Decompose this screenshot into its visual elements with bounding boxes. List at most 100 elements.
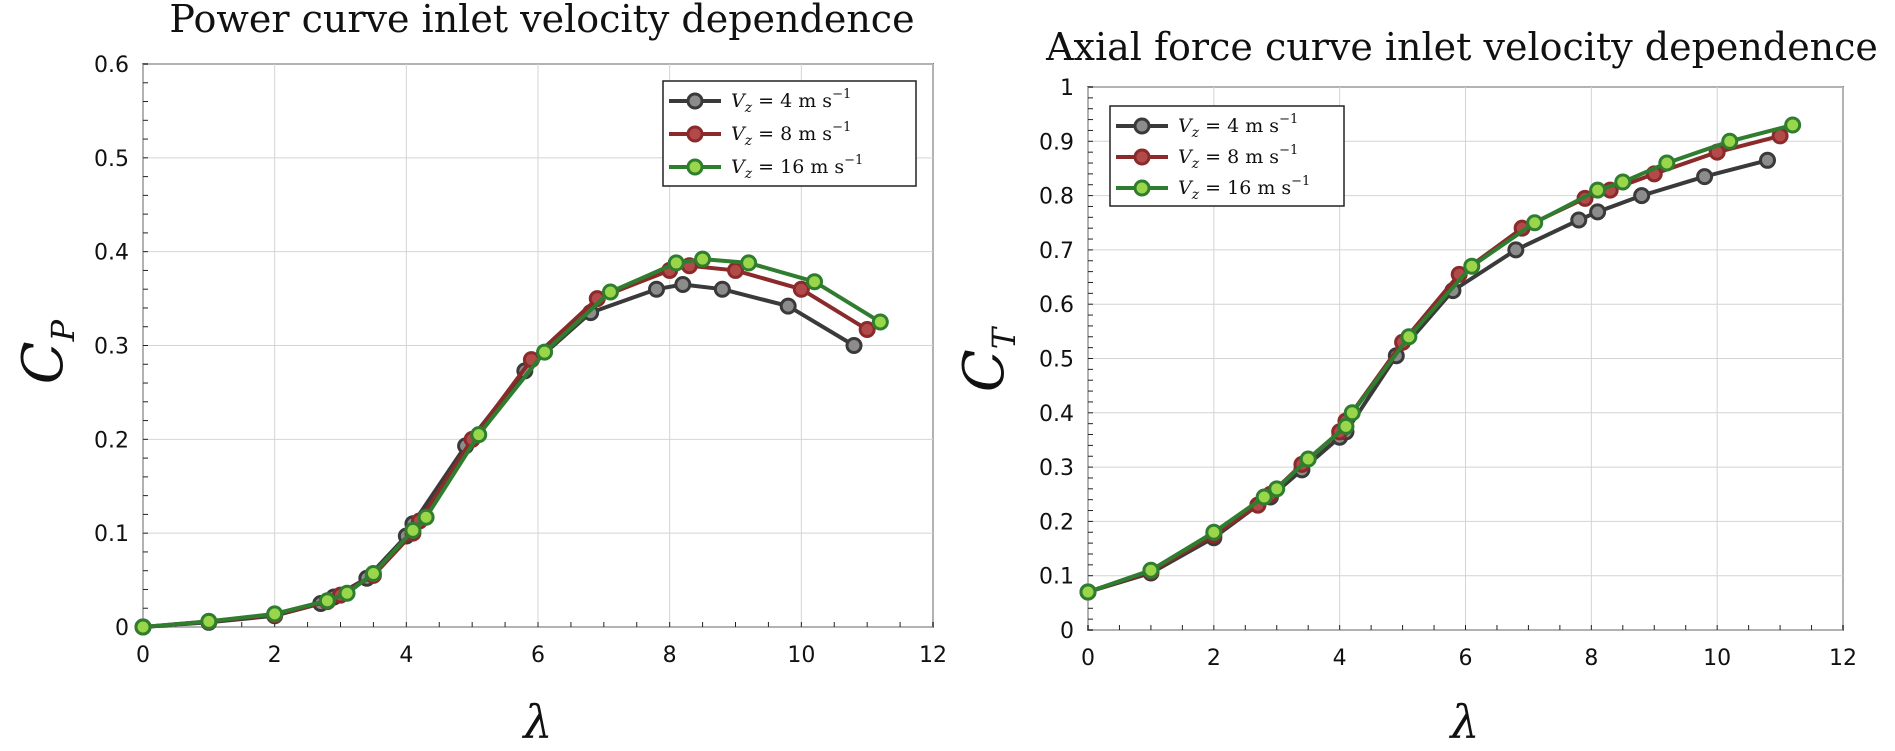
data-point (338, 584, 356, 602)
series-line (142, 257, 882, 629)
data-point (1759, 151, 1776, 169)
data-point (1142, 561, 1160, 579)
data-point (740, 254, 758, 272)
legend-entry: Vz = 16 m s−1 (1116, 174, 1310, 203)
series-line (1087, 158, 1769, 594)
data-point (266, 605, 284, 623)
y-axis-label-sub: P (44, 319, 82, 342)
data-point (1255, 488, 1273, 506)
data-point (667, 254, 685, 272)
legend-swatch-marker (1133, 117, 1151, 135)
x-tick-label: 10 (1703, 646, 1731, 671)
x-tick-label: 8 (1584, 646, 1598, 671)
legend: Vz = 4 m s−1 Vz = 8 m s−1 Vz = 16 m s−1 (662, 80, 917, 187)
x-tick-label: 2 (1207, 646, 1221, 671)
y-tick-label: 0.4 (1039, 402, 1074, 427)
chart-title: Axial force curve inlet velocity depende… (1045, 25, 1878, 69)
x-tick-label: 4 (1333, 646, 1347, 671)
data-point (1079, 583, 1097, 601)
data-point (1400, 328, 1418, 346)
x-tick-labels: 0 2 4 6 8 10 12 (136, 643, 947, 668)
data-point (1299, 450, 1317, 468)
x-tick-label: 6 (1459, 646, 1473, 671)
grid-lines (1087, 86, 1844, 631)
y-tick-label: 0.6 (94, 53, 129, 78)
y-tick-labels: 0 0.1 0.2 0.3 0.4 0.5 0.6 0.7 0.8 0.9 1 (1039, 76, 1074, 644)
x-tick-label: 2 (268, 643, 282, 668)
series-1 (134, 257, 876, 636)
legend-label: Vz = 16 m s−1 (731, 153, 863, 182)
y-axis-label-main: C (11, 341, 76, 384)
x-tick-label: 10 (787, 643, 815, 668)
legend-swatch-marker (686, 125, 704, 143)
data-point (713, 280, 731, 298)
y-tick-label: 0.5 (1039, 348, 1074, 373)
y-tick-label: 0.7 (1039, 239, 1074, 264)
data-point (792, 280, 810, 298)
series-line (142, 282, 856, 629)
data-point (1526, 214, 1544, 232)
legend: Vz = 4 m s−1Vz = 8 m s−1Vz = 16 m s−1 (1109, 105, 1345, 207)
series-layer (134, 250, 889, 636)
data-point (1658, 154, 1676, 172)
chart-title: Power curve inlet velocity dependence (169, 0, 914, 41)
x-axis-label: λ (521, 695, 552, 747)
legend-label: Vz = 8 m s−1 (731, 120, 851, 149)
series-2 (134, 250, 889, 636)
data-point (1343, 404, 1361, 422)
data-point (694, 250, 712, 268)
y-axis-label: CT (952, 325, 1023, 392)
legend-swatch-marker (1133, 148, 1151, 166)
y-axis-label-sub: T (985, 325, 1023, 349)
x-tick-label: 8 (663, 643, 677, 668)
y-tick-label: 0 (115, 616, 129, 641)
y-tick-label: 0.2 (1039, 510, 1074, 535)
x-tick-label: 12 (1829, 646, 1857, 671)
legend-label: Vz = 4 m s−1 (731, 87, 851, 116)
series-layer (1079, 116, 1802, 601)
data-point (1589, 203, 1607, 221)
x-tick-label: 12 (919, 643, 947, 668)
legend-entry: Vz = 4 m s−1 (669, 87, 851, 116)
data-point (1570, 211, 1588, 229)
x-tick-labels: 0 2 4 6 8 10 12 (1081, 646, 1857, 671)
data-point (674, 276, 692, 294)
x-tick-label: 0 (136, 643, 150, 668)
power-curve-chart: Power curve inlet velocity dependence 0 2… (11, 0, 947, 749)
legend-entry: Vz = 8 m s−1 (669, 120, 851, 149)
data-point (1337, 417, 1355, 435)
y-tick-label: 0.8 (1039, 185, 1074, 210)
legend-swatch-marker (686, 92, 704, 110)
data-point (727, 261, 744, 279)
data-point (417, 508, 435, 526)
data-point (1205, 523, 1223, 541)
data-point (134, 618, 152, 636)
data-point (1507, 241, 1525, 259)
legend-label: Vz = 4 m s−1 (1178, 112, 1298, 141)
data-point (364, 565, 382, 583)
x-tick-label: 0 (1081, 646, 1095, 671)
series-line (142, 263, 869, 629)
legend-label: Vz = 16 m s−1 (1178, 174, 1310, 203)
series-line (1087, 123, 1794, 594)
data-point (470, 426, 488, 444)
y-tick-label: 0.4 (94, 241, 129, 266)
legend-entry: Vz = 4 m s−1 (1116, 112, 1298, 141)
data-point (404, 521, 422, 539)
y-tick-label: 0.6 (1039, 293, 1074, 318)
y-axis-label-main: C (952, 349, 1017, 392)
x-axis-label: λ (1448, 695, 1479, 747)
data-point (1463, 257, 1481, 275)
y-tick-label: 0.3 (94, 335, 129, 360)
data-point (1614, 173, 1632, 191)
data-point (1268, 480, 1286, 498)
data-point (1633, 187, 1651, 205)
data-point (648, 280, 665, 298)
series-0 (1079, 151, 1776, 601)
legend-label: Vz = 8 m s−1 (1178, 143, 1298, 172)
y-tick-labels: 0 0.1 0.2 0.3 0.4 0.5 0.6 (94, 53, 129, 641)
y-tick-label: 0.9 (1039, 130, 1074, 155)
series-0 (134, 276, 863, 636)
y-axis-label: CP (11, 319, 82, 384)
data-point (536, 343, 554, 361)
